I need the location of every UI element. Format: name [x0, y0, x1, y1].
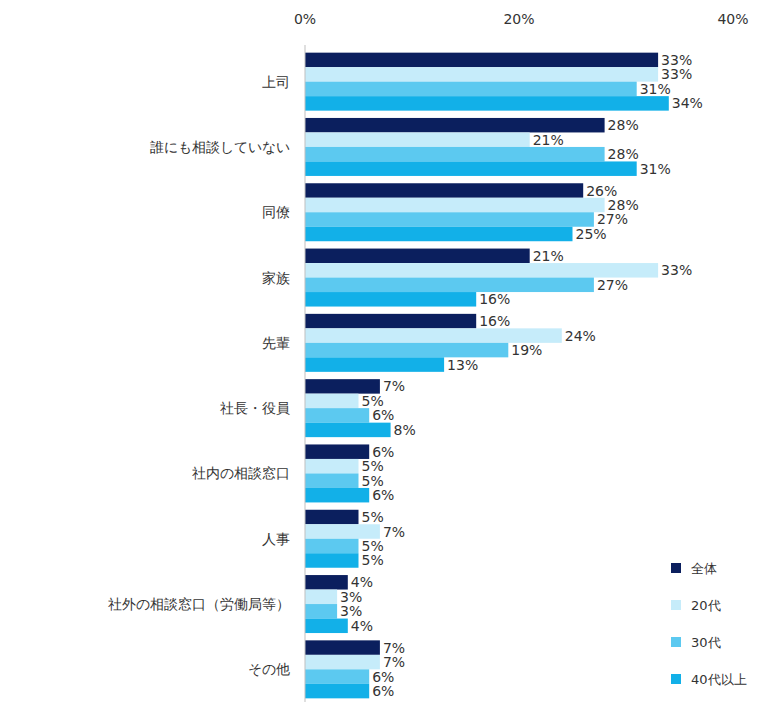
x-tick-label: 20% [503, 11, 534, 27]
bar [305, 328, 562, 342]
data-label: 7% [383, 524, 405, 540]
bar [305, 459, 359, 473]
bar [305, 408, 369, 422]
x-tick-label: 40% [717, 11, 748, 27]
bars [305, 53, 669, 699]
data-label: 34% [672, 95, 703, 111]
chart-container: 0% 20% 40% 上司誰にも相談していない同僚家族先輩社長・役員社内の相談窓口人事… [0, 0, 761, 702]
bar [305, 510, 359, 524]
data-label: 5% [362, 552, 384, 568]
bar [305, 394, 359, 408]
bar [305, 263, 658, 277]
legend-swatch [671, 600, 681, 610]
data-label: 28% [608, 146, 639, 162]
data-label: 6% [372, 683, 394, 699]
bar [305, 183, 583, 197]
bar [305, 161, 637, 175]
data-label: 31% [640, 161, 671, 177]
category-label: 社外の相談窓口（労働局等） [108, 596, 290, 612]
category-label: その他 [248, 661, 290, 677]
category-label: 上司 [262, 74, 290, 90]
data-label: 8% [394, 422, 416, 438]
bar [305, 575, 348, 589]
bar [305, 132, 530, 146]
chart: 0% 20% 40% 上司誰にも相談していない同僚家族先輩社長・役員社内の相談窓口人事… [0, 0, 761, 702]
legend-swatch [671, 674, 681, 684]
bar [305, 379, 380, 393]
bar [305, 473, 359, 487]
category-label: 誰にも相談していない [150, 139, 290, 155]
data-label: 7% [383, 378, 405, 394]
bar [305, 684, 369, 698]
data-label: 21% [533, 132, 564, 148]
category-label: 人事 [262, 531, 290, 547]
bar [305, 640, 380, 654]
data-label: 4% [351, 618, 373, 634]
bar [305, 227, 573, 241]
bar [305, 619, 348, 633]
data-label: 6% [372, 487, 394, 503]
bar [305, 292, 476, 306]
x-tick-label: 0% [294, 11, 316, 27]
bar [305, 249, 530, 263]
bar [305, 488, 369, 502]
bar [305, 118, 605, 132]
bar [305, 553, 359, 567]
category-label: 家族 [262, 270, 290, 286]
bar [305, 67, 658, 81]
y-axis-line [305, 45, 306, 702]
bar [305, 96, 669, 110]
category-label: 同僚 [262, 204, 290, 220]
legend: 全体 20代 30代 40代以上 [671, 561, 747, 687]
bar [305, 82, 637, 96]
data-label: 31% [640, 81, 671, 97]
category-label: 社内の相談窓口 [192, 465, 290, 481]
data-label: 24% [565, 328, 596, 344]
bar [305, 655, 380, 669]
category-label: 先輩 [262, 335, 290, 351]
bar [305, 444, 369, 458]
bar [305, 314, 476, 328]
bar [305, 53, 658, 67]
data-label: 33% [661, 262, 692, 278]
data-label: 13% [447, 357, 478, 373]
bar [305, 539, 359, 553]
bar [305, 212, 594, 226]
bar [305, 423, 391, 437]
category-label: 社長・役員 [220, 400, 290, 416]
data-label: 21% [533, 248, 564, 264]
bar [305, 278, 594, 292]
data-label: 25% [576, 226, 607, 242]
data-labels: 33%28%26%21%16%7%6%5%4%7%33%21%28%33%24%… [340, 52, 703, 699]
legend-swatch [671, 563, 681, 573]
legend-label: 30代 [691, 635, 721, 650]
data-label: 6% [372, 407, 394, 423]
legend-label: 40代以上 [691, 672, 747, 687]
bar [305, 604, 337, 618]
data-label: 5% [362, 509, 384, 525]
data-label: 28% [608, 117, 639, 133]
bar [305, 524, 380, 538]
bar [305, 147, 605, 161]
legend-label: 全体 [691, 561, 717, 576]
legend-label: 20代 [691, 598, 721, 613]
data-label: 27% [597, 277, 628, 293]
bar [305, 357, 444, 371]
bar [305, 669, 369, 683]
legend-swatch [671, 637, 681, 647]
bar [305, 343, 508, 357]
data-label: 16% [479, 313, 510, 329]
bar [305, 198, 605, 212]
data-label: 16% [479, 291, 510, 307]
bar [305, 590, 337, 604]
data-label: 19% [511, 342, 542, 358]
